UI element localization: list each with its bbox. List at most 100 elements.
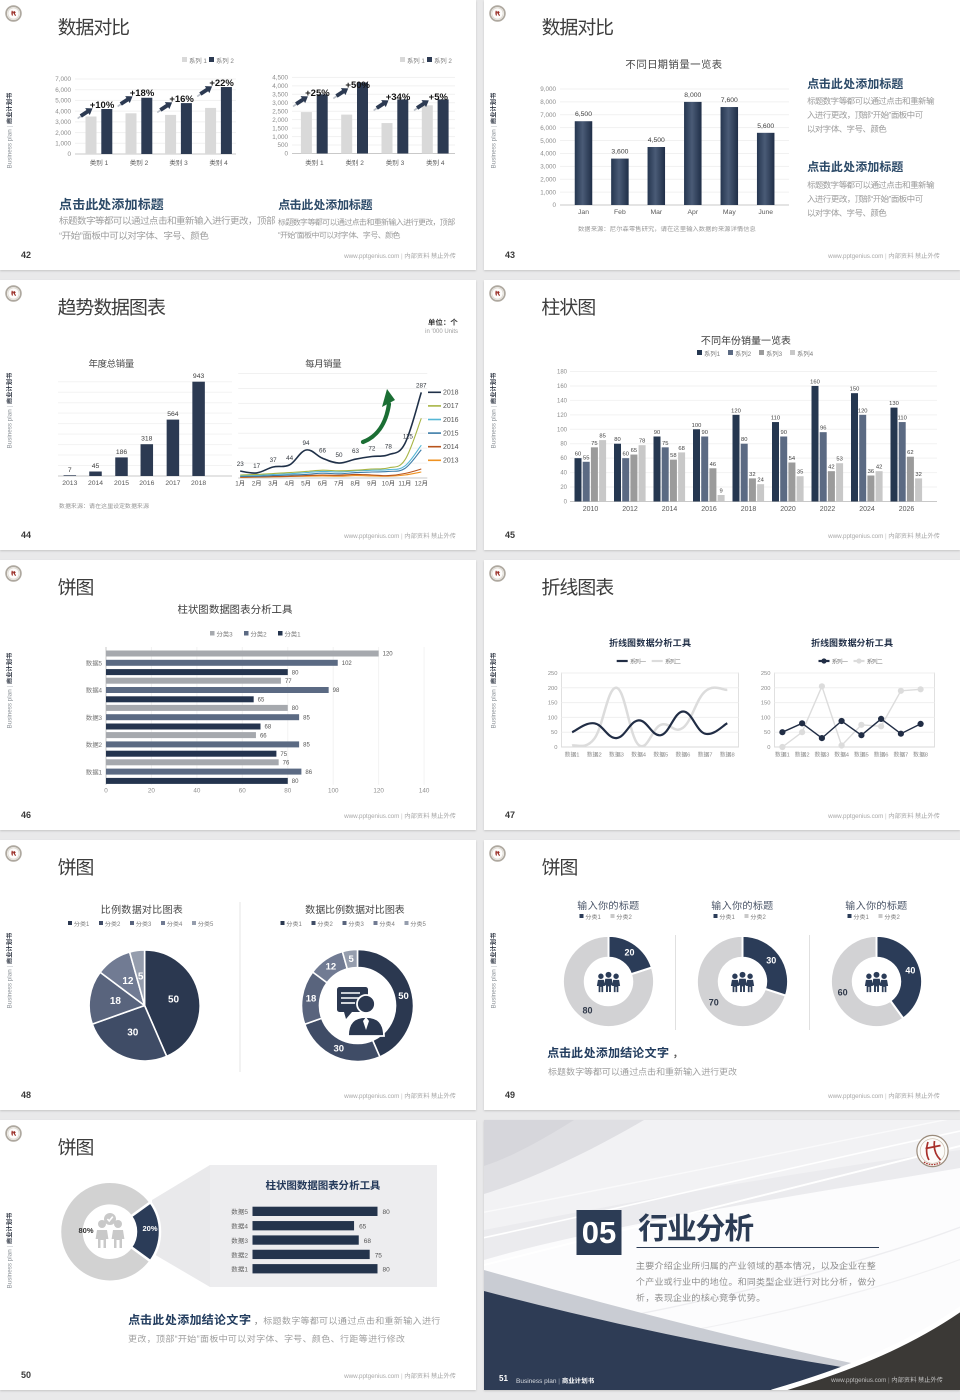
svg-text:2018: 2018 — [191, 480, 206, 487]
svg-text:100: 100 — [692, 423, 702, 429]
svg-text:44: 44 — [286, 455, 294, 462]
svg-text:53: 53 — [836, 457, 842, 463]
svg-text:186: 186 — [116, 449, 128, 456]
svg-text:80: 80 — [560, 442, 567, 448]
svg-text:数据4: 数据4 — [85, 688, 103, 695]
svg-text:150: 150 — [850, 387, 860, 393]
svg-text:5,000: 5,000 — [55, 98, 71, 105]
svg-text:2018: 2018 — [741, 506, 757, 513]
svg-text:68: 68 — [678, 446, 684, 452]
svg-text:36: 36 — [868, 469, 874, 475]
svg-text:系列2: 系列2 — [735, 350, 752, 358]
svg-text:98: 98 — [333, 688, 340, 694]
svg-text:系列一: 系列一 — [630, 658, 646, 666]
svg-text:94: 94 — [303, 440, 311, 447]
svg-text:65: 65 — [258, 698, 265, 704]
svg-text:5月: 5月 — [301, 481, 311, 488]
svg-text:数据1: 数据1 — [85, 769, 103, 776]
svg-text:分类2: 分类2 — [105, 920, 121, 928]
svg-text:60: 60 — [239, 788, 247, 795]
svg-text:2,000: 2,000 — [272, 117, 288, 124]
svg-text:3月: 3月 — [268, 481, 278, 488]
svg-text:7,000: 7,000 — [55, 76, 71, 83]
svg-text:05: 05 — [582, 1215, 616, 1250]
svg-text:100: 100 — [557, 427, 568, 433]
svg-text:160: 160 — [810, 379, 820, 385]
svg-text:分类2: 分类2 — [251, 631, 268, 639]
svg-text:40: 40 — [905, 966, 915, 976]
svg-text:6,000: 6,000 — [55, 87, 71, 94]
svg-text:May: May — [723, 209, 736, 216]
svg-text:110: 110 — [771, 416, 780, 422]
svg-text:62: 62 — [907, 450, 913, 456]
svg-text:30: 30 — [127, 1028, 139, 1039]
svg-text:2013: 2013 — [443, 458, 459, 465]
svg-text:250: 250 — [548, 671, 558, 677]
svg-text:系列4: 系列4 — [797, 350, 814, 358]
svg-text:2012: 2012 — [622, 506, 638, 513]
svg-text:50: 50 — [551, 730, 557, 736]
svg-text:110: 110 — [898, 416, 907, 422]
svg-text:102: 102 — [342, 661, 353, 667]
svg-text:类别 3: 类别 3 — [386, 160, 405, 167]
svg-text:Jan: Jan — [578, 209, 589, 216]
svg-text:75: 75 — [591, 441, 597, 447]
svg-text:+34%: +34% — [386, 92, 411, 103]
svg-text:80: 80 — [383, 1267, 391, 1274]
svg-text:75: 75 — [375, 1252, 383, 1259]
svg-text:1月: 1月 — [235, 481, 245, 488]
svg-text:500: 500 — [277, 142, 288, 149]
svg-text:12: 12 — [326, 962, 337, 973]
svg-text:75: 75 — [280, 752, 287, 758]
svg-text:4,000: 4,000 — [55, 108, 71, 115]
svg-text:60: 60 — [622, 452, 628, 458]
svg-text:90: 90 — [701, 430, 707, 436]
svg-text:200: 200 — [548, 686, 558, 692]
svg-text:3,000: 3,000 — [55, 119, 71, 126]
svg-text:90: 90 — [654, 430, 660, 436]
svg-text:18: 18 — [110, 996, 122, 1007]
svg-text:5: 5 — [348, 954, 354, 965]
svg-text:2022: 2022 — [820, 506, 836, 513]
svg-text:2010: 2010 — [583, 506, 599, 513]
svg-text:数据2: 数据2 — [795, 752, 810, 759]
svg-text:数据3: 数据3 — [230, 1238, 248, 1245]
svg-text:数据来源：请在这里设定数据来源: 数据来源：请在这里设定数据来源 — [59, 502, 149, 510]
svg-text:Feb: Feb — [614, 209, 626, 216]
svg-text:8月: 8月 — [351, 481, 361, 488]
svg-text:数据7: 数据7 — [893, 752, 908, 759]
svg-text:318: 318 — [141, 436, 153, 443]
svg-text:12月: 12月 — [415, 481, 428, 488]
svg-text:0: 0 — [67, 151, 71, 158]
svg-text:分类4: 分类4 — [380, 920, 396, 928]
svg-text:180: 180 — [557, 370, 568, 376]
svg-text:140: 140 — [557, 398, 568, 404]
svg-text:0: 0 — [104, 788, 108, 795]
svg-text:分类1: 分类1 — [586, 913, 602, 921]
svg-text:分类1: 分类1 — [854, 913, 870, 921]
svg-text:2013: 2013 — [62, 480, 77, 487]
svg-text:数据3: 数据3 — [85, 715, 103, 722]
svg-text:287: 287 — [416, 382, 427, 389]
svg-text:3,000: 3,000 — [272, 100, 288, 107]
svg-text:54: 54 — [789, 456, 796, 462]
svg-text:66: 66 — [260, 733, 267, 739]
svg-text:数据2: 数据2 — [230, 1252, 248, 1259]
svg-text:分类3: 分类3 — [349, 920, 365, 928]
svg-text:72: 72 — [368, 446, 376, 453]
svg-text:系列 1: 系列 1 — [189, 57, 207, 65]
svg-text:数据4: 数据4 — [631, 752, 647, 759]
svg-text:数据来源：尼尔森零售研究，请在这里输入数据的来源详情信息: 数据来源：尼尔森零售研究，请在这里输入数据的来源详情信息 — [578, 225, 756, 233]
svg-text:5,000: 5,000 — [540, 138, 556, 145]
svg-text:80: 80 — [292, 670, 299, 676]
svg-text:+25%: +25% — [305, 88, 330, 99]
svg-text:系列一: 系列一 — [832, 658, 848, 666]
svg-text:分类2: 分类2 — [617, 913, 633, 921]
svg-text:数据2: 数据2 — [85, 742, 103, 749]
svg-text:68: 68 — [264, 725, 271, 731]
svg-text:数据2: 数据2 — [587, 752, 602, 759]
svg-text:2,000: 2,000 — [55, 130, 71, 137]
svg-text:5,600: 5,600 — [757, 123, 774, 130]
svg-text:200: 200 — [761, 686, 771, 692]
svg-text:6,000: 6,000 — [540, 125, 556, 132]
